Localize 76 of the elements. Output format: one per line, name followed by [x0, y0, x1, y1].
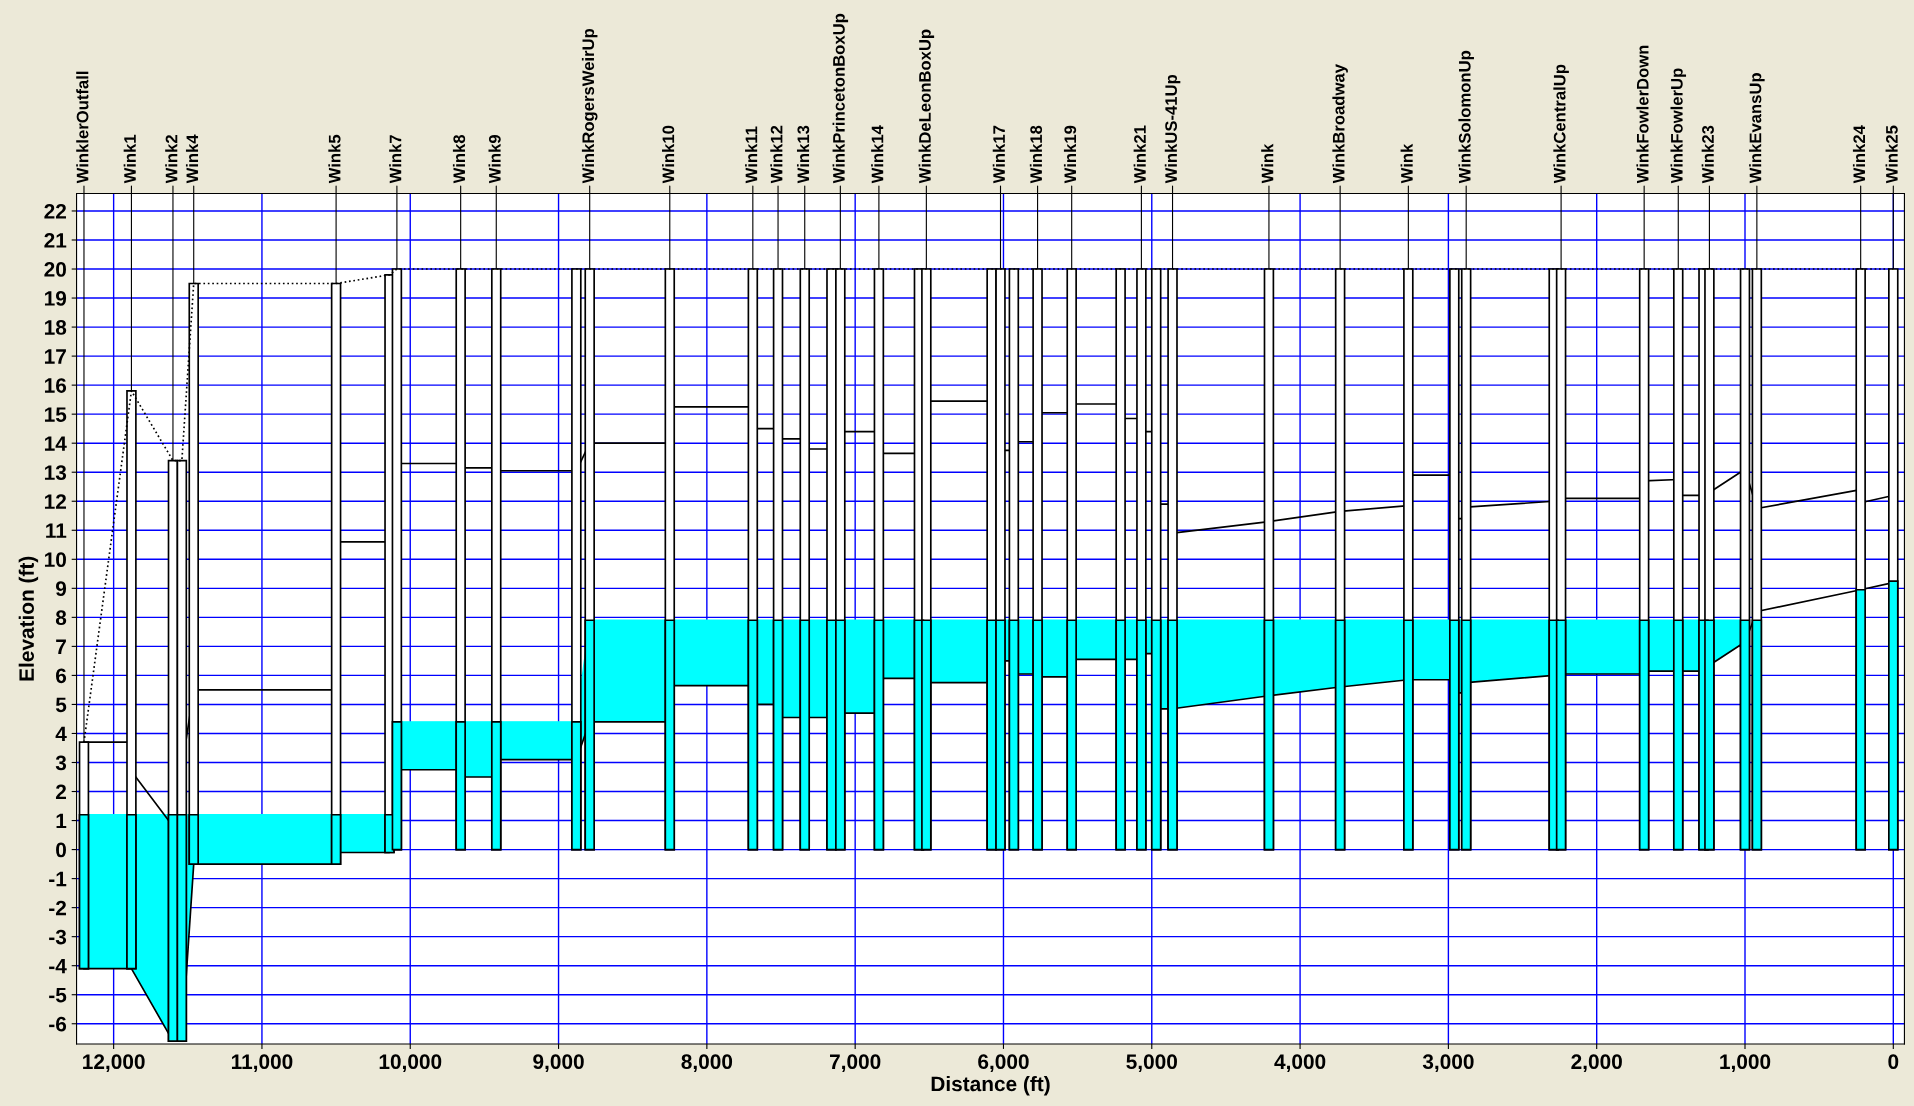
x-tick-label: 7,000	[830, 1054, 881, 1073]
y-tick-label: 1	[56, 813, 67, 829]
x-tick-label: 1,000	[1720, 1054, 1771, 1073]
y-tick-label: -2	[49, 900, 67, 916]
annotation: Wink8	[452, 134, 466, 184]
annotation: Wink5	[328, 134, 341, 184]
x-tick-label: 5,000	[1126, 1054, 1177, 1073]
x-tick-label: 12,000	[83, 1054, 145, 1073]
y-tick-label: -4	[49, 958, 67, 974]
annotation: WinkSolomonUp	[1458, 50, 1474, 184]
y-tick-label: 3	[55, 755, 67, 771]
annotation: WinkFowlerDown	[1636, 45, 1649, 184]
y-tick-label: 2	[55, 784, 66, 800]
annotation: Wink21	[1133, 125, 1146, 184]
annotation: Wink11	[745, 126, 758, 184]
x-tick-label: 6,000	[978, 1054, 1029, 1073]
y-tick-label: 8	[55, 610, 67, 626]
x-tick-label: 11,000	[231, 1054, 293, 1073]
x-tick-label: 8,000	[681, 1054, 733, 1073]
y-tick-label: 17	[44, 349, 66, 364]
x-tick-label: 4,000	[1274, 1054, 1326, 1073]
y-tick-label: 4	[55, 726, 67, 742]
y-tick-label: 5	[55, 697, 67, 713]
y-tick-label: 18	[44, 320, 67, 335]
x-tick-label: 9,000	[533, 1054, 584, 1073]
annotation: Wink4	[185, 134, 199, 184]
y-tick-label: -5	[49, 987, 67, 1003]
y-tick-label: 22	[44, 203, 67, 219]
y-tick-label: 19	[44, 291, 67, 306]
x-tick-label: 0	[1888, 1054, 1899, 1070]
y-tick-label: 12	[44, 494, 67, 509]
annotation: WinkUS-41Up	[1164, 74, 1181, 184]
annotation: Wink23	[1701, 125, 1714, 184]
x-axis-title: Distance (ft)	[931, 1075, 1050, 1096]
annotation: WinkDeLeonBoxUp	[918, 29, 935, 184]
annotation: Wink13	[796, 125, 810, 184]
y-tick-label: 21	[44, 233, 67, 248]
y-tick-label: 13	[44, 465, 67, 480]
y-tick-label: 20	[44, 262, 66, 277]
x-tick-label: 3,000	[1422, 1054, 1474, 1073]
x-tick-label: 10,000	[379, 1054, 442, 1073]
y-tick-label: 7	[56, 639, 66, 654]
annotation: Wink1	[123, 134, 136, 184]
y-axis-title: Elevation (ft)	[18, 556, 39, 681]
y-tick-label: 0	[56, 842, 66, 858]
y-tick-label: 14	[44, 436, 67, 451]
y-tick-label: 15	[44, 407, 67, 422]
y-tick-label: 16	[44, 378, 67, 393]
annotation: Wink24	[1852, 125, 1865, 184]
annotation: Wink14	[871, 125, 884, 184]
annotation: WinkBroadway	[1332, 64, 1348, 184]
annotation: WinkCentralUp	[1553, 64, 1569, 184]
x-tick-label: 2,000	[1571, 1054, 1622, 1073]
y-tick-label: 9	[55, 581, 67, 597]
annotation: Wink25	[1885, 125, 1898, 184]
annotation: WinkRogersWeirUp	[581, 28, 598, 184]
annotation: WinkEvansUp	[1749, 73, 1765, 184]
y-tick-label: -6	[49, 1016, 67, 1032]
annotation: Wink12	[770, 125, 783, 184]
y-tick-label: 11	[46, 523, 67, 538]
annotation: Wink17	[992, 125, 1005, 184]
annotation: Wink	[1261, 143, 1274, 184]
annotation: WinklerOutfall	[76, 71, 89, 184]
y-tick-label: -3	[49, 929, 67, 945]
annotation: Wink9	[488, 135, 501, 184]
annotation: Wink10	[662, 125, 675, 184]
annotation: WinkPrincetonBoxUp	[832, 13, 849, 184]
annotation: Wink19	[1063, 125, 1077, 184]
annotation: Wink	[1400, 143, 1413, 184]
y-tick-label: -1	[49, 871, 67, 887]
y-tick-label: 10	[44, 552, 66, 568]
annotation: Wink7	[389, 135, 402, 184]
y-tick-label: 6	[56, 668, 67, 684]
annotation: WinkFowlerUp	[1670, 68, 1687, 184]
annotation: Wink2	[165, 135, 178, 184]
annotation: Wink18	[1029, 125, 1043, 184]
